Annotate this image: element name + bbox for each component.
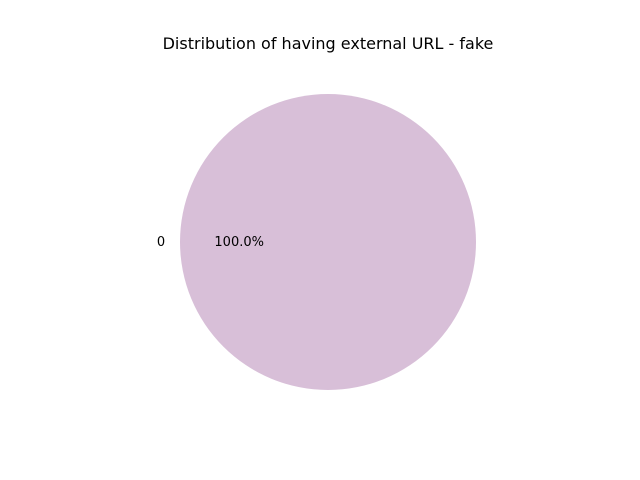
pie-plot: 0 100.0% bbox=[157, 94, 476, 390]
slice-percent-label: 100.0% bbox=[214, 235, 264, 250]
slice-label: 0 bbox=[157, 235, 165, 250]
pie-slice bbox=[180, 94, 476, 390]
chart-title: Distribution of having external URL - fa… bbox=[163, 34, 494, 53]
